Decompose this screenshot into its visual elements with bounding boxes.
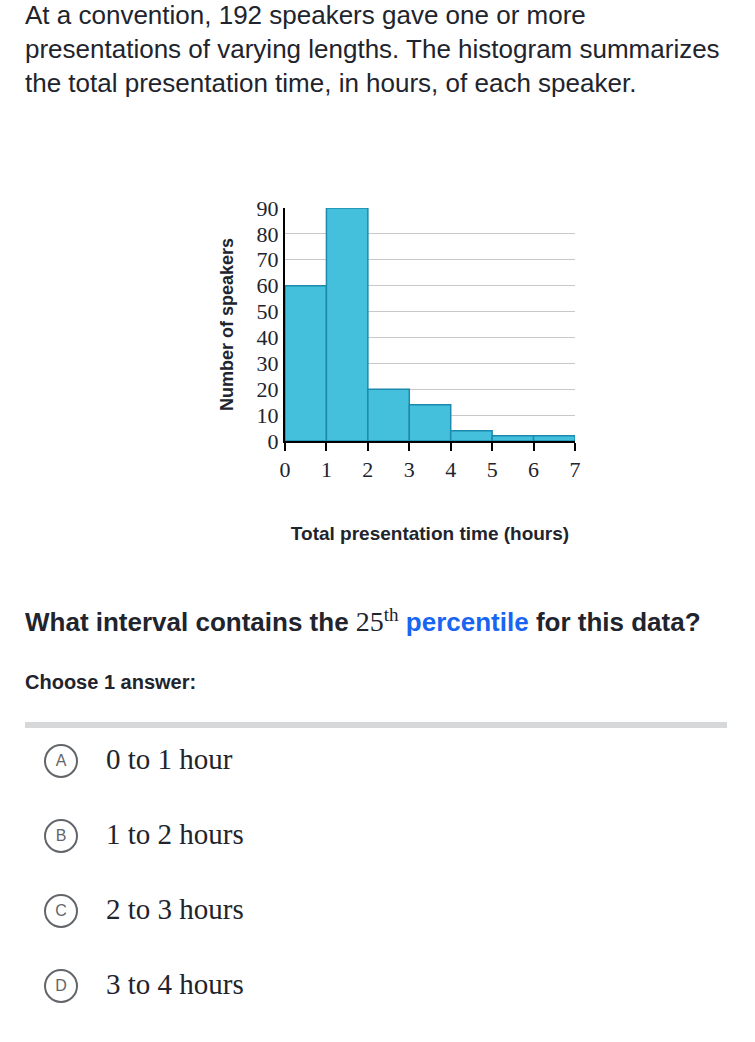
html-text:D: D [55,977,67,994]
html-text:At a convention, 192 speakers: At a convention, 192 speakers gave one o… [25,0,720,98]
html-text:B: B [55,827,67,844]
svg-text:20: 20 [257,377,279,402]
html-text:2 to 3 hours: 2 to 3 hours [106,893,244,925]
html-text:Choose 1 answer:: Choose 1 answer: [25,671,197,693]
svg-text:50: 50 [257,299,279,324]
svg-text:2: 2 [362,457,373,482]
svg-text:7: 7 [570,457,581,482]
html-text:1 to 2 hours: 1 to 2 hours [106,818,244,850]
svg-text:90: 90 [257,196,279,221]
svg-text:10: 10 [257,403,279,428]
svg-text:80: 80 [257,222,279,247]
svg-text:0: 0 [268,429,279,454]
svg-text:4: 4 [445,457,456,482]
svg-text:Number of speakers: Number of speakers [217,238,237,411]
svg-text:Total presentation time (hours: Total presentation time (hours) [291,523,569,544]
svg-text:6: 6 [528,457,539,482]
svg-text:0: 0 [280,457,291,482]
svg-text:1: 1 [321,457,332,482]
html-text:3 to 4 hours: 3 to 4 hours [106,968,244,1000]
svg-text:3: 3 [404,457,415,482]
svg-text:60: 60 [257,273,279,298]
svg-text:30: 30 [257,351,279,376]
svg-text:5: 5 [487,457,498,482]
svg-text:70: 70 [257,247,279,272]
html-text:0 to 1 hour: 0 to 1 hour [106,743,233,775]
html-text:C: C [55,902,67,919]
svg-text:40: 40 [257,325,279,350]
html-text:A: A [55,752,67,769]
html-text:What interval contains the 25t: What interval contains the 25th percenti… [25,604,701,638]
